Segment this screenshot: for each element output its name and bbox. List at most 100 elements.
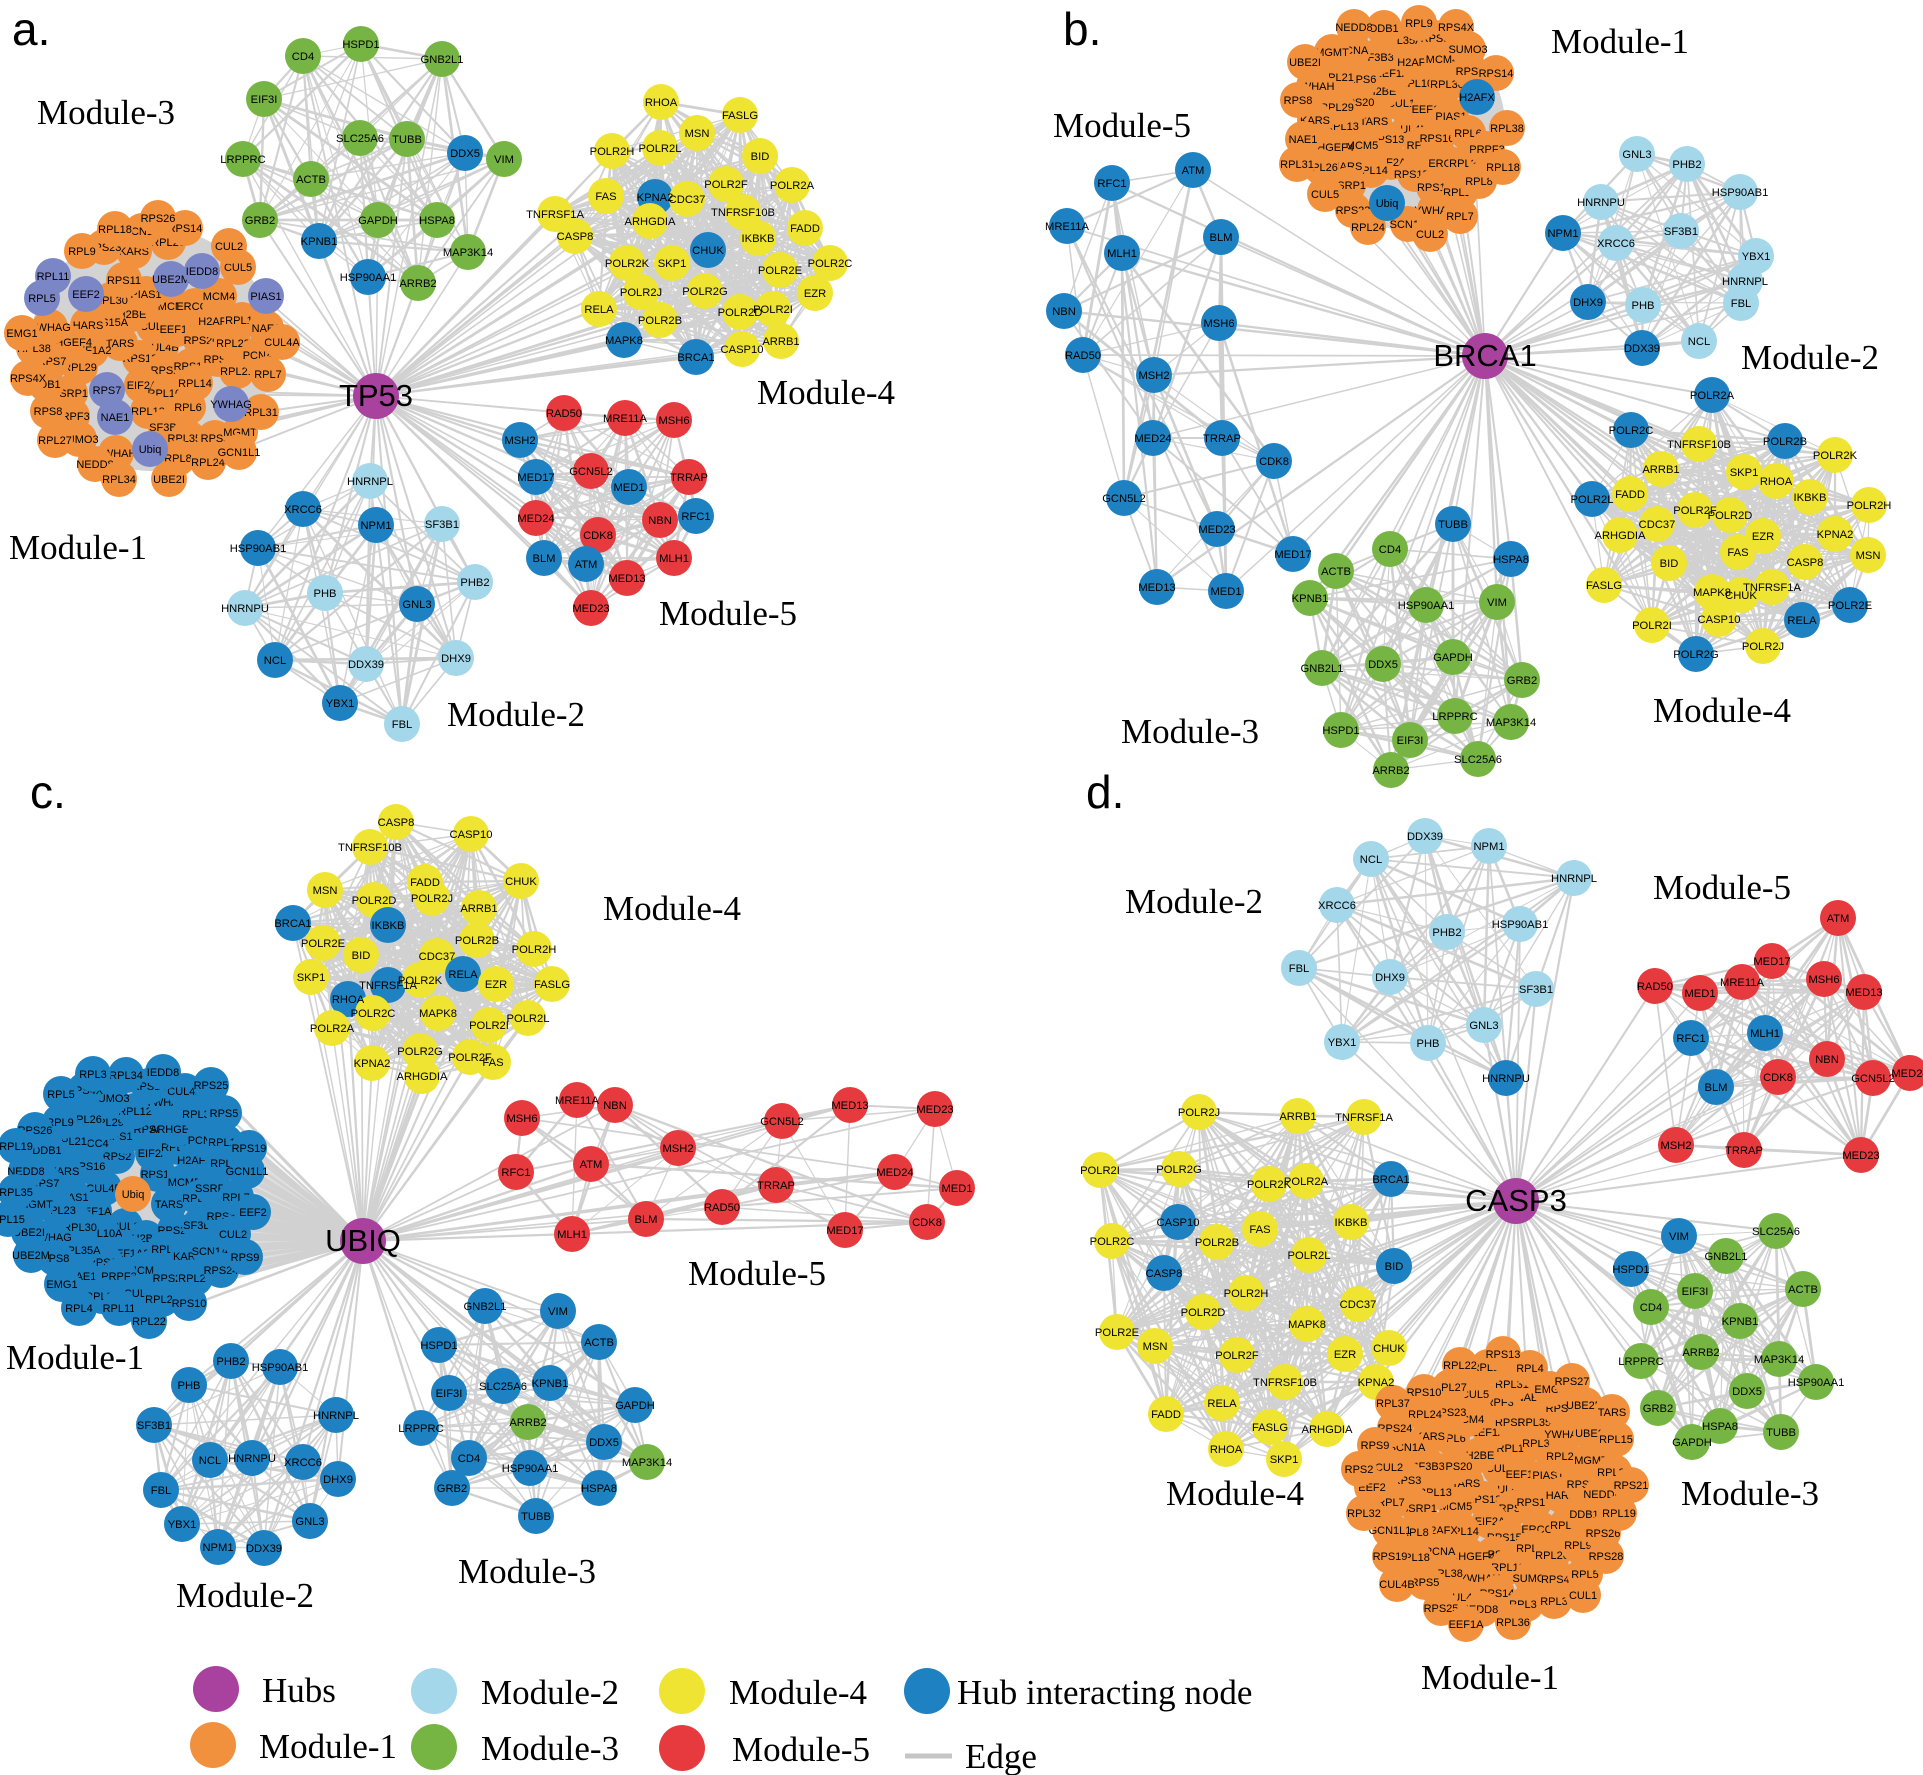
svg-text:TNFRSF10B: TNFRSF10B <box>1253 1377 1317 1389</box>
svg-text:NBN: NBN <box>1052 306 1076 318</box>
svg-text:MSH2: MSH2 <box>1138 370 1169 382</box>
svg-text:DDB1: DDB1 <box>1569 1509 1598 1521</box>
svg-text:HSPA8: HSPA8 <box>1493 554 1529 566</box>
svg-text:SF3B1: SF3B1 <box>1519 984 1553 996</box>
svg-text:RPL29: RPL29 <box>63 362 97 374</box>
svg-text:RPL9: RPL9 <box>1405 18 1433 30</box>
svg-text:FASLG: FASLG <box>722 110 758 122</box>
svg-text:POLR2A: POLR2A <box>1690 390 1735 402</box>
svg-text:FAS: FAS <box>1727 547 1748 559</box>
svg-text:IKBKB: IKBKB <box>1335 1217 1368 1229</box>
svg-text:KPNA2: KPNA2 <box>637 192 674 204</box>
svg-text:RPL5: RPL5 <box>47 1089 75 1101</box>
svg-text:MRE11A: MRE11A <box>1045 221 1089 233</box>
svg-text:RPS16: RPS16 <box>1420 133 1455 145</box>
svg-text:BID: BID <box>352 950 371 962</box>
svg-text:MED17: MED17 <box>1274 549 1311 561</box>
svg-text:NAE1: NAE1 <box>101 412 130 424</box>
svg-text:CASP8: CASP8 <box>557 231 594 243</box>
svg-text:CASP8: CASP8 <box>378 817 415 829</box>
svg-text:TARS: TARS <box>1360 116 1389 128</box>
svg-text:LRPPRC: LRPPRC <box>1618 1356 1663 1368</box>
svg-text:MED17: MED17 <box>517 472 554 484</box>
svg-text:GCN5L2: GCN5L2 <box>569 466 613 478</box>
svg-text:RPL22: RPL22 <box>132 1316 166 1328</box>
svg-text:MSH2: MSH2 <box>504 435 535 447</box>
svg-text:EIF3I: EIF3I <box>436 1388 463 1400</box>
svg-text:EEF2: EEF2 <box>72 289 100 301</box>
svg-text:DHX9: DHX9 <box>1573 297 1603 309</box>
svg-text:DDX5: DDX5 <box>1732 1386 1762 1398</box>
svg-text:RPL30: RPL30 <box>1522 1438 1556 1450</box>
svg-text:CASP10: CASP10 <box>450 829 493 841</box>
svg-text:MED1: MED1 <box>613 482 644 494</box>
svg-text:RPS11: RPS11 <box>107 275 141 287</box>
svg-text:NAE1: NAE1 <box>1289 134 1318 146</box>
svg-text:MAPK8: MAPK8 <box>1693 587 1731 599</box>
svg-text:BLM: BLM <box>532 553 555 565</box>
svg-text:RFC1: RFC1 <box>501 1167 530 1179</box>
svg-text:CDC37: CDC37 <box>1340 1299 1377 1311</box>
svg-text:FADD: FADD <box>410 877 440 889</box>
svg-text:MED13: MED13 <box>1138 582 1175 594</box>
svg-text:RPS10: RPS10 <box>1407 1387 1442 1399</box>
svg-text:RPL31: RPL31 <box>244 407 278 419</box>
svg-text:CDK8: CDK8 <box>1763 1072 1793 1084</box>
svg-text:RPL36: RPL36 <box>1496 1617 1530 1629</box>
svg-text:POLR2I: POLR2I <box>469 1020 509 1032</box>
svg-text:LRPPRC: LRPPRC <box>398 1423 443 1435</box>
svg-text:YBX1: YBX1 <box>168 1519 197 1531</box>
svg-text:MED17: MED17 <box>826 1225 863 1237</box>
svg-text:HSP90AB1: HSP90AB1 <box>1712 187 1769 199</box>
svg-text:GNB2L1: GNB2L1 <box>421 54 464 66</box>
svg-text:TARS: TARS <box>106 338 135 350</box>
svg-text:HSP90AA1: HSP90AA1 <box>1788 1377 1845 1389</box>
svg-text:HSPA8: HSPA8 <box>1702 1421 1738 1433</box>
svg-text:EEF2: EEF2 <box>239 1207 267 1219</box>
svg-text:FASLG: FASLG <box>534 979 570 991</box>
svg-text:BID: BID <box>1660 558 1679 570</box>
svg-text:RPL3: RPL3 <box>1540 1596 1568 1608</box>
svg-text:POLR2F: POLR2F <box>1673 505 1717 517</box>
svg-text:POLR2K: POLR2K <box>605 258 650 270</box>
svg-text:GAPDH: GAPDH <box>1672 1437 1712 1449</box>
svg-text:PHB: PHB <box>1631 300 1654 312</box>
svg-text:POLR2L: POLR2L <box>507 1013 550 1025</box>
svg-text:MED1: MED1 <box>1684 988 1715 1000</box>
svg-text:CHUK: CHUK <box>505 876 537 888</box>
svg-text:BRCA1: BRCA1 <box>274 918 311 930</box>
svg-text:CUL5: CUL5 <box>1461 1389 1489 1401</box>
svg-text:MSH2: MSH2 <box>662 1143 693 1155</box>
svg-text:NBN: NBN <box>603 1100 627 1112</box>
svg-text:FADD: FADD <box>1615 489 1645 501</box>
svg-text:ARHGDIA: ARHGDIA <box>1595 530 1647 542</box>
svg-text:Hubs: Hubs <box>262 1671 336 1710</box>
svg-text:DHX9: DHX9 <box>441 653 471 665</box>
svg-text:RPL6: RPL6 <box>174 402 202 414</box>
svg-text:Ubiq: Ubiq <box>139 444 162 456</box>
svg-text:GCN5L2: GCN5L2 <box>1851 1073 1895 1085</box>
svg-text:DDB1: DDB1 <box>1369 23 1398 35</box>
svg-text:CDC37: CDC37 <box>669 194 706 206</box>
svg-text:MGMT: MGMT <box>1315 47 1349 59</box>
svg-text:HNRNPU: HNRNPU <box>1577 197 1625 209</box>
svg-text:MSH6: MSH6 <box>1203 318 1234 330</box>
svg-text:POLR2D: POLR2D <box>1708 510 1753 522</box>
svg-text:RPS16: RPS16 <box>1517 1497 1552 1509</box>
svg-text:MSH2: MSH2 <box>1660 1140 1691 1152</box>
svg-text:RPL23: RPL23 <box>1546 1451 1580 1463</box>
svg-text:SKP1: SKP1 <box>297 972 326 984</box>
svg-text:CD4: CD4 <box>458 1453 480 1465</box>
svg-text:PIAS1: PIAS1 <box>250 291 281 303</box>
svg-text:MED1: MED1 <box>941 1183 972 1195</box>
svg-text:POLR2E: POLR2E <box>758 265 802 277</box>
svg-text:Edge: Edge <box>965 1737 1037 1775</box>
svg-text:PHB2: PHB2 <box>460 577 489 589</box>
svg-text:RPL9: RPL9 <box>1564 1540 1592 1552</box>
svg-text:RPS4X: RPS4X <box>10 373 47 385</box>
svg-text:DHX9: DHX9 <box>323 1474 353 1486</box>
svg-text:RPL4: RPL4 <box>65 1303 93 1315</box>
svg-text:NCL: NCL <box>199 1455 221 1467</box>
svg-text:YBX1: YBX1 <box>326 698 355 710</box>
svg-text:GAPDH: GAPDH <box>615 1400 655 1412</box>
